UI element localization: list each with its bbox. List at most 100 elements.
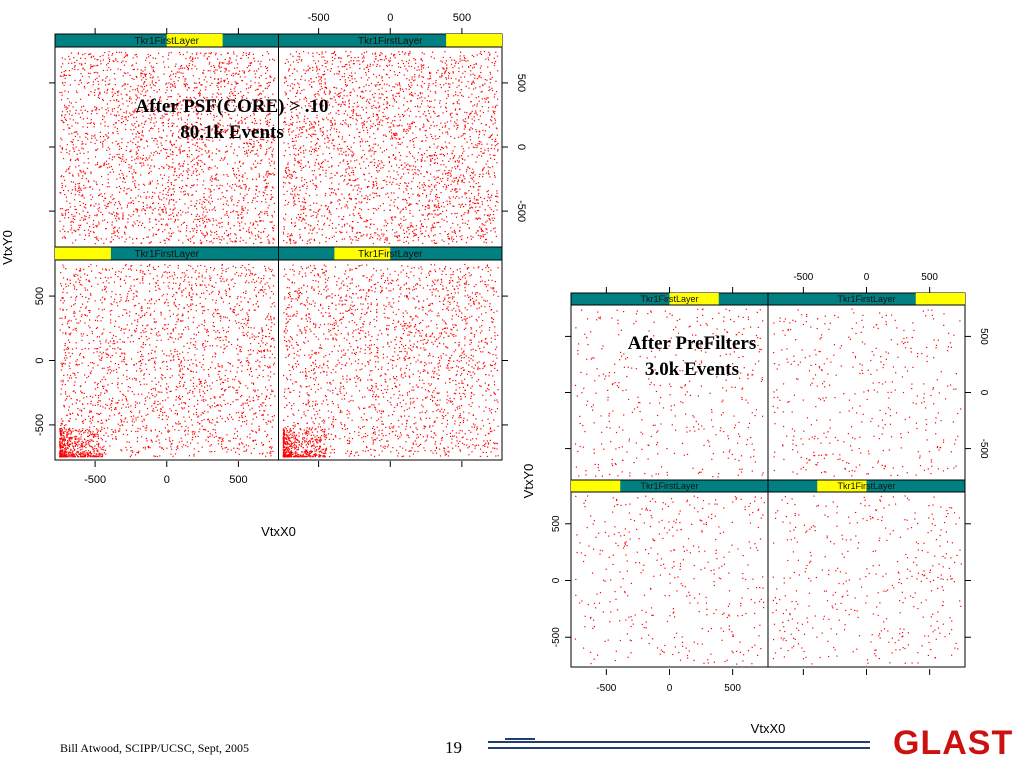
- data-point: [155, 389, 157, 391]
- data-point: [424, 449, 426, 452]
- data-point: [336, 334, 338, 336]
- data-point: [240, 425, 242, 427]
- data-point: [430, 264, 432, 266]
- data-point: [451, 329, 453, 331]
- data-point: [117, 377, 119, 379]
- data-point: [475, 349, 477, 351]
- data-point: [258, 429, 260, 431]
- data-point: [494, 399, 496, 401]
- data-point: [381, 410, 383, 412]
- data-point: [82, 455, 84, 457]
- data-point: [313, 322, 315, 325]
- data-point: [63, 374, 65, 376]
- data-point: [347, 332, 349, 334]
- data-point: [395, 386, 398, 388]
- data-point: [283, 374, 285, 377]
- data-point: [456, 304, 458, 307]
- data-point: [367, 303, 369, 305]
- data-point: [366, 264, 368, 266]
- data-point: [244, 402, 246, 404]
- data-point: [77, 441, 79, 443]
- data-point: [201, 323, 203, 325]
- data-point: [88, 452, 90, 454]
- data-point: [252, 382, 255, 384]
- data-point: [271, 269, 273, 271]
- data-point: [328, 277, 330, 279]
- data-point: [103, 289, 106, 291]
- data-point: [82, 446, 84, 448]
- data-point: [99, 359, 101, 361]
- data-point: [375, 439, 377, 441]
- data-point: [300, 417, 302, 419]
- data-point: [180, 437, 182, 439]
- data-point: [72, 453, 74, 455]
- data-point: [303, 304, 305, 306]
- data-point: [475, 438, 477, 440]
- data-point: [151, 380, 153, 382]
- data-point: [60, 272, 62, 274]
- data-point: [432, 437, 434, 439]
- data-point: [164, 411, 166, 413]
- data-point: [176, 413, 178, 415]
- data-point: [366, 311, 368, 313]
- data-point: [179, 287, 181, 289]
- data-point: [392, 376, 395, 378]
- data-point: [288, 307, 290, 309]
- data-point: [283, 431, 285, 433]
- data-point: [313, 378, 315, 380]
- data-point: [408, 331, 410, 333]
- data-point: [169, 408, 171, 410]
- data-point: [468, 364, 470, 366]
- data-point: [202, 345, 204, 347]
- data-point: [115, 435, 117, 438]
- data-point: [166, 365, 168, 367]
- data-point: [221, 297, 223, 300]
- data-point: [293, 282, 296, 284]
- data-point: [260, 351, 262, 353]
- data-point: [373, 268, 375, 270]
- data-point: [289, 370, 291, 372]
- data-point: [109, 368, 111, 370]
- data-point: [233, 309, 236, 311]
- data-point: [139, 317, 141, 319]
- data-point: [191, 439, 193, 441]
- data-point: [340, 356, 342, 358]
- data-point: [170, 350, 172, 352]
- data-point: [355, 329, 357, 331]
- data-point: [157, 266, 160, 268]
- data-point: [402, 333, 404, 335]
- data-point: [323, 433, 325, 435]
- data-point: [351, 320, 353, 322]
- data-point: [217, 330, 219, 332]
- data-point: [120, 348, 122, 350]
- data-point: [162, 374, 164, 376]
- data-point: [255, 432, 257, 434]
- data-point: [465, 283, 467, 285]
- data-point: [198, 325, 200, 327]
- data-point: [234, 428, 236, 430]
- data-point: [373, 449, 375, 451]
- data-point: [464, 393, 466, 395]
- data-point: [250, 367, 252, 369]
- data-point: [88, 310, 90, 312]
- data-point: [162, 293, 165, 296]
- data-point: [220, 388, 222, 390]
- data-point: [79, 446, 81, 449]
- data-point: [65, 429, 67, 431]
- data-point: [227, 402, 229, 404]
- data-point: [401, 455, 403, 458]
- data-point: [375, 366, 377, 368]
- data-point: [310, 429, 312, 431]
- data-point: [403, 410, 405, 412]
- data-point: [363, 425, 365, 427]
- data-point: [87, 453, 89, 455]
- data-point: [293, 442, 295, 444]
- data-point: [323, 271, 325, 273]
- data-point: [481, 280, 483, 282]
- data-point: [183, 307, 185, 309]
- data-point: [77, 278, 79, 280]
- data-point: [148, 445, 150, 447]
- data-point: [62, 446, 64, 448]
- data-point: [362, 330, 364, 332]
- data-point: [70, 296, 72, 298]
